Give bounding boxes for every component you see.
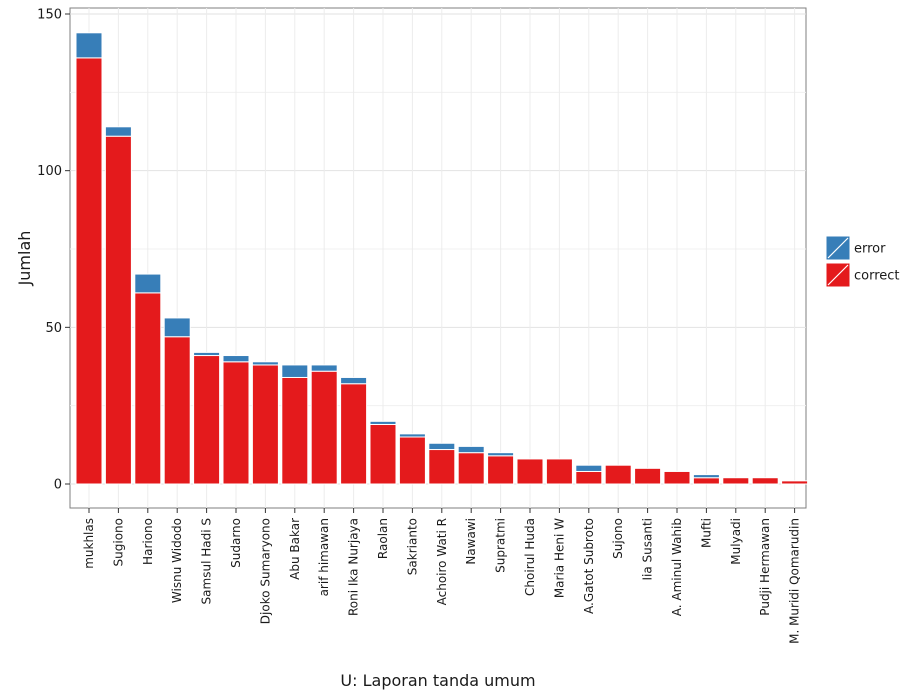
bar-correct [516, 458, 544, 485]
x-tick-label: mukhlas [82, 518, 96, 569]
y-axis-title: Jumlah [15, 231, 34, 287]
x-axis-ticks: mukhlas Sugiono Hariono Wisnu Widodo Samsul … [82, 508, 802, 644]
bar-correct [193, 355, 221, 485]
bar-correct [340, 383, 368, 485]
x-tick-label: Supratmi [494, 518, 508, 573]
x-tick-label: arif himawan [317, 518, 331, 596]
x-axis-title: U: Laporan tanda umum [340, 671, 535, 690]
bar-error [692, 474, 720, 479]
x-tick-label: Sugiono [111, 518, 125, 566]
x-tick-label: Samsul Hadi S [200, 518, 214, 604]
x-tick-label: Mulyadi [729, 518, 743, 565]
bar-correct [251, 364, 279, 485]
x-tick-label: Achoiro Wati R [435, 518, 449, 605]
bar-correct [369, 423, 397, 485]
x-tick-label: Maria Heni W [552, 518, 566, 598]
bar-error [398, 433, 426, 438]
bar-correct [310, 370, 338, 485]
bar-correct [634, 467, 662, 485]
x-tick-label: Raolan [376, 518, 390, 559]
y-tick-label: 0 [54, 478, 62, 493]
grid-lines [70, 8, 806, 508]
bar-correct [163, 336, 191, 485]
bar-error [457, 445, 485, 454]
bar-error [163, 317, 191, 338]
y-tick-label: 150 [37, 8, 62, 23]
bar-error [340, 376, 368, 385]
bars [75, 32, 809, 485]
plot-panel [69, 7, 807, 509]
bar-error [75, 32, 103, 59]
x-tick-label: Roni Ika Nurjaya [347, 518, 361, 616]
bar-correct [457, 452, 485, 485]
bar-error [222, 355, 250, 363]
bar-correct [75, 57, 103, 485]
bar-error [281, 364, 309, 378]
bar-error [428, 442, 456, 451]
bar-error [575, 464, 603, 472]
y-tick-label: 50 [45, 321, 62, 336]
bar-correct [575, 470, 603, 485]
x-tick-label: Sakrianto [405, 518, 419, 575]
x-tick-label: Djoko Sumaryono [258, 518, 272, 624]
bar-correct [722, 477, 750, 485]
x-tick-label: Hariono [141, 518, 155, 565]
legend-label-error: error [854, 242, 886, 257]
x-tick-label: Sudarno [229, 518, 243, 568]
bar-correct [134, 292, 162, 485]
bar-error [487, 452, 515, 457]
bar-correct [604, 464, 632, 485]
bar-correct [222, 361, 250, 485]
bar-error [369, 420, 397, 425]
bar-correct [781, 480, 809, 485]
legend-label-correct: correct [854, 269, 900, 284]
bar-correct [281, 376, 309, 485]
legend-key-slash [827, 264, 849, 286]
bar-correct [398, 436, 426, 485]
bar-error [104, 126, 132, 137]
x-tick-label: Nawawi [464, 518, 478, 565]
bar-correct [104, 135, 132, 485]
x-tick-label: A. Aminul Wahib [670, 518, 684, 616]
bar-correct [663, 470, 691, 485]
bar-correct [751, 477, 779, 485]
x-tick-label: Pudji Hermawan [758, 518, 772, 616]
bar-error [134, 273, 162, 294]
x-tick-label: Wisnu Widodo [170, 518, 184, 603]
x-tick-label: M. Muridi Qomarudin [788, 518, 802, 644]
bar-error [310, 364, 338, 372]
bar-correct [545, 458, 573, 485]
x-tick-label: A.Gatot Subroto [582, 518, 596, 614]
y-tick-label: 100 [37, 164, 62, 179]
legend: error correct [825, 235, 900, 288]
y-axis-ticks: 0 50 100 150 [37, 8, 70, 493]
x-tick-label: Mufti [699, 518, 713, 548]
bar-correct [428, 449, 456, 485]
x-tick-label: Iia Susanti [641, 518, 655, 581]
bar-error [193, 351, 221, 357]
bar-correct [692, 477, 720, 485]
x-tick-label: Sujono [611, 518, 625, 559]
x-tick-label: Abu Bakar [288, 518, 302, 580]
bar-error [251, 361, 279, 366]
x-tick-label: Choirul Huda [523, 518, 537, 596]
legend-key-slash [827, 237, 849, 259]
bar-correct [487, 455, 515, 485]
